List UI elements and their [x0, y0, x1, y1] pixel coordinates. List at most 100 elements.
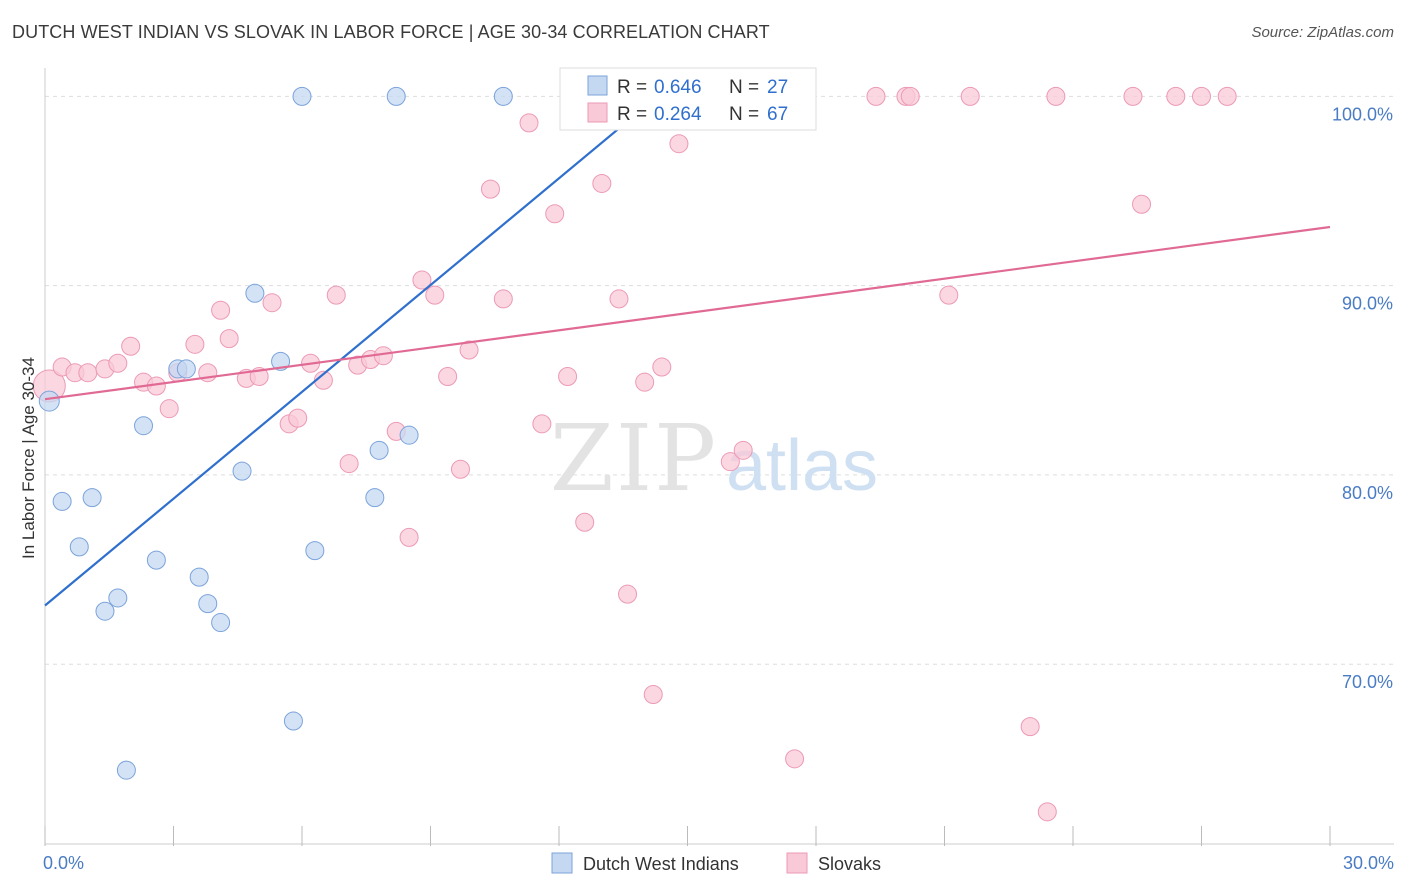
point-dutch-west-indians-20 [305, 541, 325, 561]
point-slovaks-17 [262, 293, 282, 313]
point-slovaks-57 [1020, 717, 1040, 737]
point-slovaks-6 [121, 336, 141, 356]
point-slovaks-58 [1037, 802, 1057, 822]
point-slovaks-30 [425, 285, 445, 305]
point-dutch-west-indians-10 [146, 550, 166, 570]
source-label: Source: ZipAtlas.com [1251, 24, 1394, 41]
point-slovaks-22 [326, 285, 346, 305]
series-legend-pink-label: Slovaks [818, 854, 881, 874]
series-legend: Dutch West Indians Slovaks [551, 852, 881, 874]
point-slovaks-47 [669, 134, 689, 154]
stats-legend-pink-n-value: 67 [767, 104, 788, 125]
point-slovaks-37 [532, 414, 552, 434]
y-tick-labels: 70.0% 80.0% 90.0% 100.0% [1332, 104, 1393, 692]
point-slovaks-54 [900, 86, 920, 106]
point-dutch-west-indians-18 [271, 351, 291, 371]
series-dutch-west-indians-points [38, 86, 513, 780]
point-slovaks-39 [558, 367, 578, 387]
y-tick-label-3: 100.0% [1332, 104, 1393, 124]
point-slovaks-46 [652, 357, 672, 377]
point-slovaks-60 [1123, 86, 1143, 106]
stats-legend-pink-r-value: 0.264 [654, 104, 702, 125]
point-slovaks-42 [609, 289, 629, 309]
watermark-atlas: atlas [726, 426, 878, 506]
point-dutch-west-indians-8 [95, 601, 115, 621]
point-slovaks-29 [412, 270, 432, 290]
point-dutch-west-indians-24 [116, 760, 136, 780]
point-slovaks-49 [720, 452, 740, 472]
point-dutch-west-indians-14 [198, 594, 218, 614]
stats-legend-blue-r-label: R = [617, 77, 647, 98]
point-slovaks-51 [785, 749, 805, 769]
point-dutch-west-indians-0 [292, 86, 312, 106]
point-dutch-west-indians-17 [245, 283, 265, 303]
trend-line-slovaks [44, 225, 1331, 401]
point-dutch-west-indians-15 [211, 613, 231, 633]
point-dutch-west-indians-23 [399, 425, 419, 445]
point-dutch-west-indians-19 [283, 711, 303, 731]
point-slovaks-32 [450, 459, 470, 479]
stats-legend-blue-n-label: N = [729, 77, 759, 98]
point-dutch-west-indians-6 [69, 537, 89, 557]
x-tick-label-0: 0.0% [43, 853, 84, 873]
watermark-zip: ZIP [550, 405, 718, 512]
point-slovaks-3 [78, 363, 98, 383]
point-slovaks-44 [635, 372, 655, 392]
point-slovaks-14 [219, 329, 239, 349]
point-slovaks-33 [459, 340, 479, 360]
point-dutch-west-indians-4 [52, 491, 72, 511]
point-slovaks-35 [493, 289, 513, 309]
point-slovaks-50 [733, 440, 753, 460]
point-slovaks-31 [438, 367, 458, 387]
y-axis-label: In Labor Force | Age 30-34 [19, 357, 38, 559]
stats-legend-blue-swatch [587, 75, 608, 96]
series-legend-blue-swatch [551, 852, 573, 874]
point-slovaks-41 [592, 173, 612, 193]
point-slovaks-63 [1192, 86, 1211, 106]
point-dutch-west-indians-16 [232, 461, 252, 481]
point-slovaks-64 [1217, 86, 1237, 106]
point-slovaks-40 [575, 512, 595, 532]
y-tick-label-0: 70.0% [1342, 672, 1393, 692]
point-dutch-west-indians-12 [176, 359, 196, 379]
point-dutch-west-indians-1 [386, 86, 406, 106]
watermark: ZIP atlas [550, 405, 878, 512]
x-tick-label-1: 30.0% [1343, 853, 1394, 873]
point-slovaks-61 [1132, 194, 1152, 214]
series-legend-pink-swatch [786, 852, 808, 874]
point-slovaks-36 [519, 113, 539, 133]
point-slovaks-34 [480, 179, 500, 199]
trend-lines [44, 95, 1331, 607]
trend-line-dutch-west-indians [44, 95, 659, 607]
y-tick-label-1: 80.0% [1342, 483, 1393, 503]
point-slovaks-55 [939, 285, 959, 305]
point-slovaks-11 [185, 334, 205, 354]
stats-legend-blue-r-value: 0.646 [654, 77, 702, 98]
stats-legend-pink-swatch [587, 102, 608, 123]
point-dutch-west-indians-2 [493, 86, 513, 106]
point-dutch-west-indians-9 [108, 588, 128, 608]
point-slovaks-56 [960, 86, 980, 106]
point-dutch-west-indians-5 [82, 488, 102, 508]
point-dutch-west-indians-21 [365, 488, 385, 508]
stats-legend-pink-r-label: R = [617, 104, 647, 125]
point-slovaks-38 [545, 204, 565, 224]
axes [44, 68, 1394, 846]
point-dutch-west-indians-13 [189, 567, 209, 587]
stats-legend: R = 0.646 N = 27 R = 0.264 N = 67 [559, 67, 817, 131]
stats-legend-blue-n-value: 27 [767, 77, 788, 98]
point-slovaks-62 [1166, 86, 1186, 106]
point-slovaks-23 [339, 454, 359, 474]
point-slovaks-9 [159, 399, 179, 419]
chart-title: DUTCH WEST INDIAN VS SLOVAK IN LABOR FOR… [12, 22, 770, 42]
point-slovaks-19 [288, 408, 308, 428]
point-slovaks-13 [211, 300, 231, 320]
series-legend-blue-label: Dutch West Indians [583, 854, 739, 874]
point-slovaks-52 [866, 86, 886, 106]
point-slovaks-28 [399, 527, 419, 547]
point-slovaks-43 [618, 584, 638, 604]
point-slovaks-5 [108, 353, 128, 373]
point-dutch-west-indians-3 [38, 390, 60, 412]
stats-legend-pink-n-label: N = [729, 104, 759, 125]
